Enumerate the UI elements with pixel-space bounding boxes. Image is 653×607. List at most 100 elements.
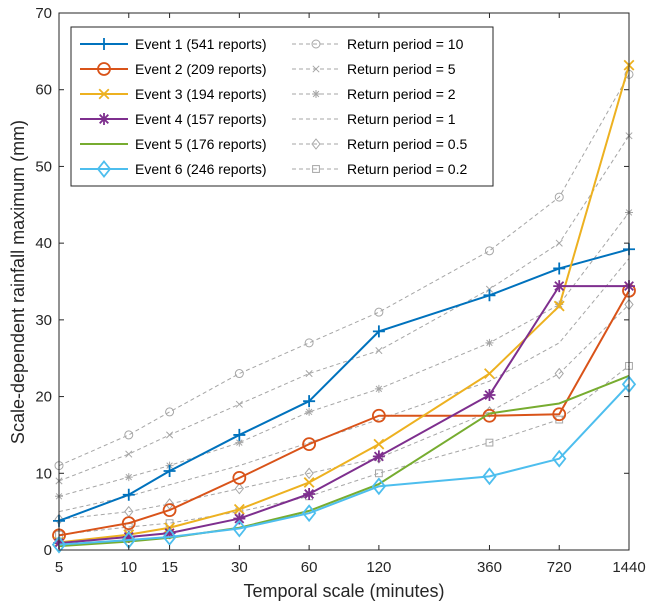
series-line [58,374,630,548]
legend-entry-return-period-10: Return period = 10 [292,36,464,52]
data-point [485,338,494,347]
legend-marker [97,62,111,76]
data-point [125,450,133,458]
data-point [51,535,67,554]
legend-entry-event-1-541-reports: Event 1 (541 reports) [80,36,267,52]
data-point [375,346,383,355]
data-point [485,285,494,293]
legend-label: Return period = 0.5 [347,136,467,152]
series-return-period-0-2 [55,361,633,539]
data-point [122,488,135,501]
legend-entry-event-3-194-reports: Event 3 (194 reports) [80,86,267,102]
data-point [233,512,246,525]
series-line [58,248,630,522]
legend-marker [311,138,321,150]
data-point [484,246,494,256]
data-point [372,325,385,338]
data-point [235,400,243,408]
data-point [305,407,314,416]
data-point [482,408,497,423]
data-point [553,280,566,293]
data-point [162,528,177,546]
series-line [58,365,630,536]
data-point [122,530,135,543]
series-event-2-209-reports [52,283,636,543]
data-point [234,369,244,379]
series-line [58,212,630,497]
x-tick-label: 30 [231,559,248,576]
legend-entry-return-period-2: Return period = 2 [292,86,456,102]
series-line [58,383,630,546]
data-point [483,389,496,402]
y-tick-label: 50 [35,158,52,175]
data-point [232,519,247,538]
data-point [124,430,134,440]
data-point [124,473,133,482]
x-tick-label: 60 [301,559,318,576]
legend-entry-return-period-1: Return period = 1 [292,111,456,127]
legend-label: Event 1 (541 reports) [135,36,267,52]
data-point [371,408,386,423]
data-point [482,467,497,486]
data-point [235,438,244,447]
y-tick-label: 60 [35,82,52,99]
data-point [374,384,383,393]
legend-marker [98,88,110,100]
series-return-period-0-5 [54,298,634,526]
legend-label: Event 6 (246 reports) [135,161,267,177]
data-point [553,300,565,312]
legend-entry-return-period-0-2: Return period = 0.2 [292,161,467,177]
y-tick-label: 10 [35,465,52,482]
data-point [374,307,384,317]
data-point [303,477,315,488]
data-point [164,498,175,510]
data-point [373,438,385,450]
data-point [554,192,564,202]
data-point [555,239,563,247]
legend-label: Event 3 (194 reports) [135,86,267,102]
legend-marker [98,113,110,125]
y-tick-label: 30 [35,312,52,329]
data-point [372,450,385,463]
data-point [162,503,177,518]
data-point [552,449,567,468]
legend-label: Return period = 5 [347,61,456,77]
x-tick-label: 10 [120,559,137,576]
data-point [554,367,564,380]
data-point [485,438,494,447]
series-event-6-246-reports [51,375,637,554]
series-line [58,304,630,520]
legend-marker [312,65,320,73]
legend-marker [98,38,110,50]
legend-marker [311,39,321,49]
y-tick-label: 70 [35,5,52,22]
x-tick-label: 720 [547,559,572,576]
data-point [121,516,136,531]
data-point [303,395,316,408]
data-point [374,469,383,478]
x-tick-label: 1440 [612,559,645,576]
data-point [552,407,567,422]
legend-entry-event-4-157-reports: Event 4 (157 reports) [80,111,267,127]
plot-frame [58,12,630,551]
x-tick-label: 15 [161,559,178,576]
legend-marker [312,165,320,173]
legend-entry-event-5-176-reports: Event 5 (176 reports) [80,136,267,152]
legend-label: Event 2 (209 reports) [135,61,267,77]
data-point [163,527,176,540]
x-tick-label: 120 [366,559,391,576]
data-point [304,467,314,480]
x-axis-title: Temporal scale (minutes) [243,581,444,601]
data-point [165,407,175,417]
data-point [302,437,317,452]
legend-label: Return period = 1 [347,111,456,127]
data-point [233,428,246,441]
y-tick-label: 40 [35,235,52,252]
legend-label: Return period = 10 [347,36,464,52]
legend-marker [96,160,112,178]
series-line [58,258,630,513]
legend-entry-event-2-209-reports: Event 2 (209 reports) [80,61,267,77]
series-return-period-1 [58,258,630,513]
legend-label: Return period = 0.2 [347,161,467,177]
